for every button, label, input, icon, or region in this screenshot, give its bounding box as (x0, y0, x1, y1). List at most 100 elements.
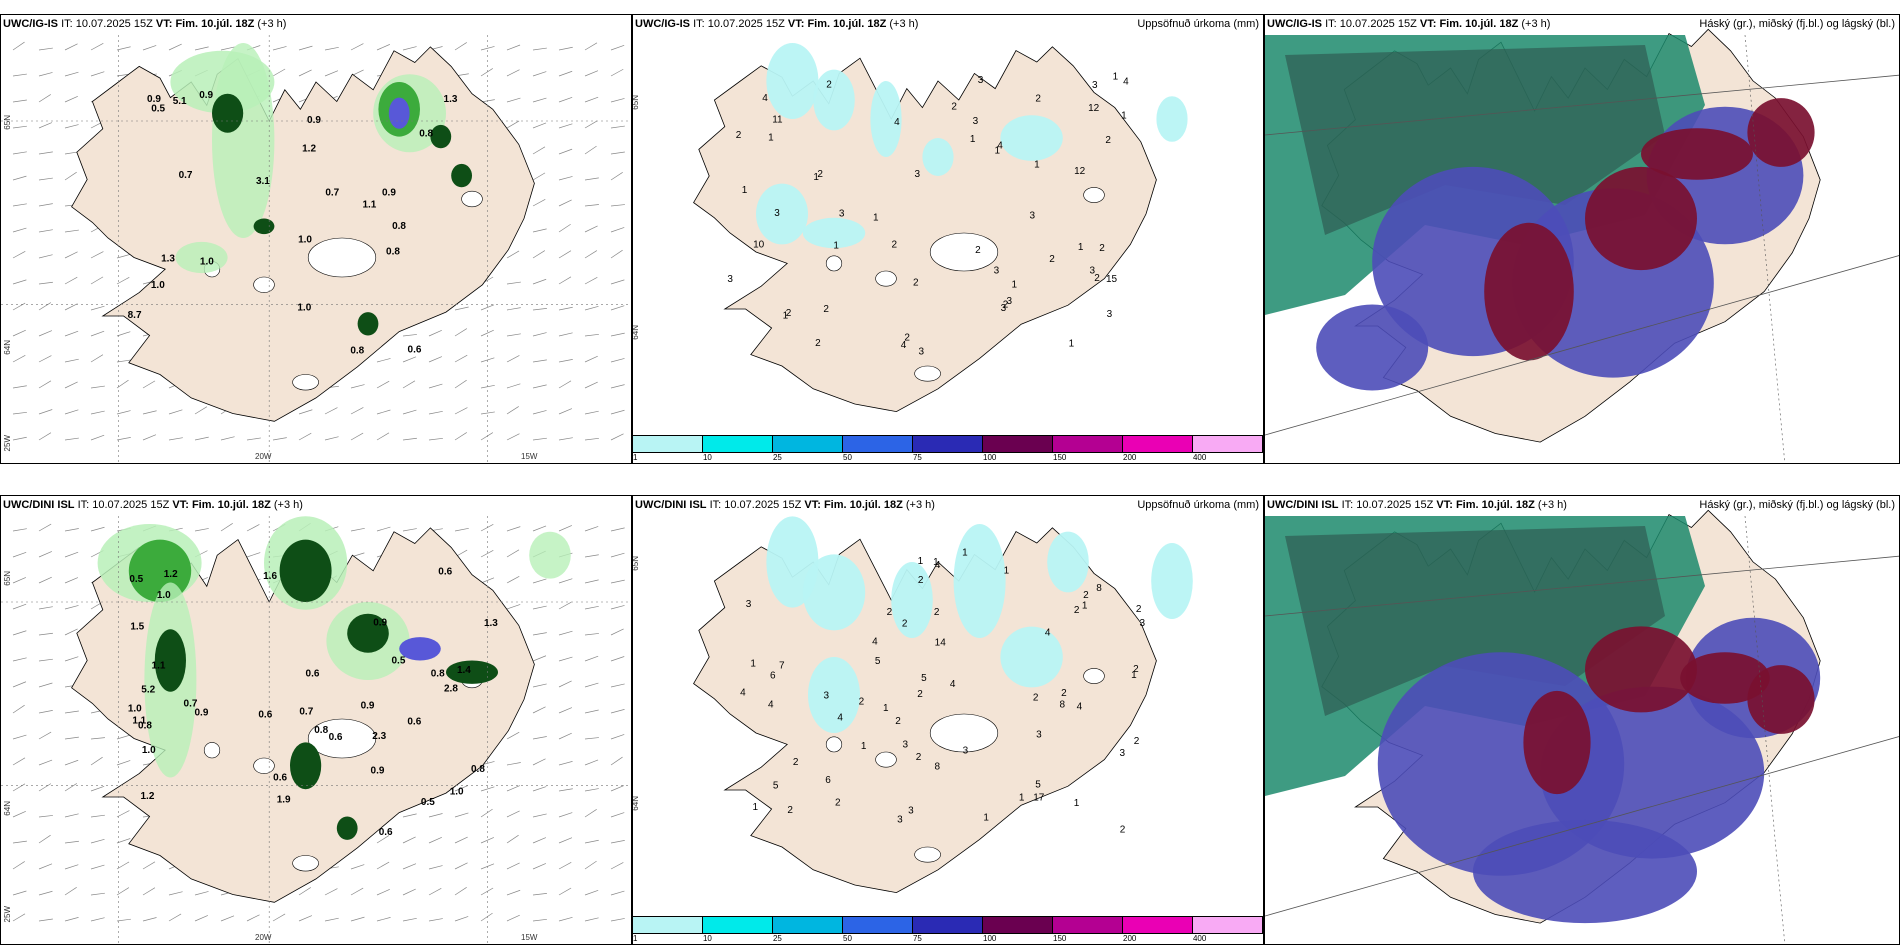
wind-barb (584, 177, 599, 181)
glacier (203, 742, 221, 759)
wind-barb (610, 305, 625, 311)
low-cloud-area (1285, 526, 1665, 716)
lat-label: 64N (3, 801, 12, 816)
wind-barb (532, 146, 546, 155)
wind-barb (116, 838, 131, 844)
wind-barb (246, 524, 260, 532)
wind-barb (532, 918, 547, 922)
wind-barb (90, 864, 105, 870)
glacier (307, 237, 377, 278)
lon-label: 20W (255, 933, 272, 942)
accum-value-label: 3 (994, 266, 1000, 277)
rate-value-label: 0.6 (273, 773, 287, 784)
rate-value-label: 0.9 (307, 115, 321, 126)
accum-value-label: 3 (774, 208, 780, 219)
accum-value-label: 1 (918, 556, 924, 567)
wind-barb (506, 889, 521, 896)
wind-barb (324, 888, 338, 896)
wind-barb (116, 760, 131, 766)
wind-barb (64, 551, 79, 558)
glacier (914, 365, 941, 382)
wind-barb (64, 813, 79, 818)
wind-barb (454, 354, 468, 363)
wind-barb (402, 46, 417, 51)
wind-barb (246, 437, 261, 441)
high-cloud-area (1585, 166, 1697, 271)
colorbar-tick-label: 50 (843, 934, 852, 943)
wind-barb (610, 734, 625, 740)
wind-barb (558, 306, 573, 311)
wind-barb (220, 46, 235, 51)
wind-barb (480, 577, 495, 584)
accum-map-row1: UWC/IG-IS IT: 10.07.2025 15Z VT: Fim. 10… (632, 14, 1264, 464)
wind-barb (298, 45, 313, 51)
wind-barb (64, 358, 79, 363)
rate-value-label: 0.9 (382, 188, 396, 199)
accum-value-label: 4 (950, 679, 956, 690)
wind-barb (558, 578, 573, 584)
rate-value-label: 1.0 (200, 256, 214, 267)
wind-barb (454, 836, 468, 844)
precip-area (175, 241, 228, 274)
wind-barb (12, 227, 27, 233)
wind-barb (64, 736, 79, 740)
wind-barb (558, 707, 573, 714)
colorbar-swatch (1052, 916, 1123, 934)
wind-barb (64, 864, 79, 870)
wind-barb (38, 710, 53, 714)
wind-barb (558, 408, 573, 415)
wind-barb (376, 526, 391, 532)
wind-barb (558, 380, 572, 389)
wind-barb (116, 359, 131, 363)
wind-barb (298, 915, 313, 922)
wind-barb (90, 756, 103, 766)
wind-barb (38, 254, 53, 259)
glacier (253, 757, 275, 774)
wind-barb (12, 151, 27, 155)
rate-value-label: 1.3 (484, 618, 498, 629)
rate-value-label: 0.9 (147, 94, 161, 105)
wind-barb (610, 527, 625, 532)
rate-value-label: 1.0 (298, 235, 312, 246)
accum-map-row2: UWC/DINI ISL IT: 10.07.2025 15Z VT: Fim.… (632, 495, 1264, 945)
wind-barb (506, 97, 521, 103)
wind-barb (376, 380, 390, 389)
wind-barb (610, 862, 624, 870)
wind-barb (12, 603, 27, 610)
cloud-map-header: UWC/IG-IS IT: 10.07.2025 15Z VT: Fim. 10… (1267, 18, 1551, 30)
accum-value-label: 1 (873, 213, 879, 224)
accum-value-label: 2 (895, 716, 901, 727)
wind-barb (194, 406, 208, 415)
wind-barb (142, 45, 157, 51)
wind-barb (454, 306, 469, 311)
wind-barb (584, 860, 597, 870)
wind-barb (506, 406, 519, 415)
wind-barb (64, 43, 78, 51)
accum-value-label: 2 (817, 169, 823, 180)
accum-value-label: 5 (875, 656, 881, 667)
accum-value-label: 4 (901, 340, 907, 351)
wind-barb (116, 379, 129, 389)
wind-barb (64, 171, 77, 181)
rate-value-label: 0.7 (179, 170, 193, 181)
wind-barb (38, 122, 53, 129)
accum-map-header: UWC/IG-IS IT: 10.07.2025 15Z VT: Fim. 10… (635, 18, 919, 30)
wind-barb (142, 887, 156, 896)
wind-barb (38, 177, 53, 181)
wind-barb (584, 277, 598, 285)
colorbar-tick-label: 400 (1192, 453, 1207, 462)
wind-barb (90, 305, 105, 311)
wind-barb (610, 384, 625, 389)
accum-value-label: 3 (897, 815, 903, 826)
wind-barb (558, 148, 573, 155)
rate-value-label: 1.3 (161, 254, 175, 265)
accum-value-label: 2 (1136, 604, 1142, 615)
precip-area (870, 81, 902, 157)
rate-value-label: 0.5 (391, 656, 405, 667)
accum-value-label: 2 (815, 338, 821, 349)
wind-barb (272, 68, 286, 77)
accum-value-label: 6 (825, 775, 831, 786)
lat-label: 64N (632, 796, 640, 811)
accum-map-title: Uppsöfnuð úrkoma (mm) (1137, 18, 1259, 30)
wind-barb (38, 380, 52, 389)
